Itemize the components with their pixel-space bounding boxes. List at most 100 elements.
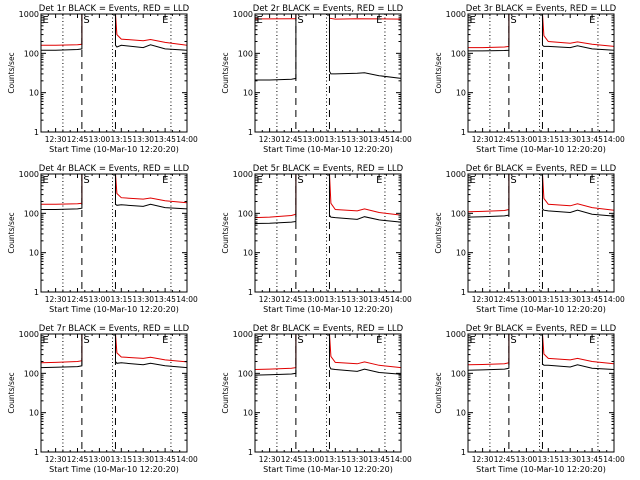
det-9-panel: Det 9r BLACK = Events, RED = LLD Counts/s… xyxy=(434,324,625,474)
det-5-marker-1: E xyxy=(256,175,262,186)
det-6-x-tick-label-13:30: 13:30 xyxy=(559,295,581,304)
det-4-x-axis-label: Start Time (10-Mar-10 12:20:20) xyxy=(49,305,179,314)
det-2-events-series xyxy=(255,14,401,81)
det-8-x-tick-label-13:30: 13:30 xyxy=(346,455,368,464)
det-9-x-tick-label-13:45: 13:45 xyxy=(581,455,603,464)
det-3-y-tick-label-1000: 1000 xyxy=(446,10,466,19)
det-3-marker-2: S xyxy=(510,15,516,26)
det-7-marker-3: E xyxy=(162,335,168,346)
det-2-x-tick-label-13:45: 13:45 xyxy=(368,135,390,144)
det-8-y-tick-label-1: 1 xyxy=(248,448,253,457)
det-6-y-tick-label-100: 100 xyxy=(451,209,466,218)
det-2-y-tick-label-1000: 1000 xyxy=(233,10,253,19)
det-6-x-tick-label-13:00: 13:00 xyxy=(516,295,538,304)
det-6-panel: Det 6r BLACK = Events, RED = LLD Counts/s… xyxy=(434,164,625,314)
det-5-y-tick-label-100: 100 xyxy=(238,209,253,218)
det-9-marker-2: S xyxy=(510,335,516,346)
det-3-events-series xyxy=(468,14,614,52)
det-1-x-tick-label-13:30: 13:30 xyxy=(132,135,154,144)
det-8-marker-3: E xyxy=(376,335,382,346)
det-9-y-tick-label-10: 10 xyxy=(456,409,466,418)
det-7-y-tick-label-100: 100 xyxy=(24,369,39,378)
det-9-x-tick-label-13:30: 13:30 xyxy=(559,455,581,464)
det-7-x-tick-label-13:45: 13:45 xyxy=(154,455,176,464)
det-1-x-tick-label-13:15: 13:15 xyxy=(110,135,132,144)
det-9-x-tick-label-12:30: 12:30 xyxy=(472,455,494,464)
det-9-y-tick-label-1: 1 xyxy=(461,448,466,457)
det-4-marker-2: S xyxy=(83,175,89,186)
det-5-x-tick-label-13:15: 13:15 xyxy=(324,295,346,304)
det-2-marker-2: S xyxy=(297,15,303,26)
det-9-marker-3: E xyxy=(589,335,595,346)
det-8-y-tick-label-1000: 1000 xyxy=(233,330,253,339)
det-6-marker-1: E xyxy=(469,175,475,186)
det-4-x-tick-label-12:30: 12:30 xyxy=(45,295,67,304)
det-4-title: Det 4r BLACK = Events, RED = LLD xyxy=(39,164,190,174)
det-8-events-series xyxy=(255,334,401,376)
det-9-y-axis-label: Counts/sec xyxy=(434,372,443,413)
det-7-x-axis-label: Start Time (10-Mar-10 12:20:20) xyxy=(49,465,179,474)
det-5-x-tick-label-13:00: 13:00 xyxy=(303,295,325,304)
det-5-x-tick-label-13:30: 13:30 xyxy=(346,295,368,304)
det-1-y-tick-label-100: 100 xyxy=(24,49,39,58)
det-9-x-tick-label-14:00: 14:00 xyxy=(603,455,625,464)
det-5-y-tick-label-10: 10 xyxy=(243,249,253,258)
det-9-x-tick-label-12:45: 12:45 xyxy=(494,455,516,464)
det-8-x-tick-label-12:45: 12:45 xyxy=(281,455,303,464)
det-5-events-series xyxy=(255,174,401,224)
det-1-events-series xyxy=(41,14,187,51)
det-2-panel: Det 2r BLACK = Events, RED = LLD Counts/s… xyxy=(221,4,412,154)
det-3-x-tick-label-14:00: 14:00 xyxy=(603,135,625,144)
det-7-x-tick-label-12:30: 12:30 xyxy=(45,455,67,464)
det-1-x-tick-label-14:00: 14:00 xyxy=(176,135,198,144)
det-6-x-tick-label-12:45: 12:45 xyxy=(494,295,516,304)
det-2-x-tick-label-13:15: 13:15 xyxy=(324,135,346,144)
det-9-title: Det 9r BLACK = Events, RED = LLD xyxy=(466,324,617,334)
det-4-y-axis-label: Counts/sec xyxy=(7,212,16,253)
det-2-title: Det 2r BLACK = Events, RED = LLD xyxy=(253,4,404,14)
det-3-x-axis-label: Start Time (10-Mar-10 12:20:20) xyxy=(476,145,606,154)
det-7-y-tick-label-1: 1 xyxy=(34,448,39,457)
det-3-marker-3: E xyxy=(589,15,595,26)
det-8-title: Det 8r BLACK = Events, RED = LLD xyxy=(253,324,404,334)
det-4-y-tick-label-100: 100 xyxy=(24,209,39,218)
det-5-panel: Det 5r BLACK = Events, RED = LLD Counts/s… xyxy=(221,164,412,314)
det-7-panel: Det 7r BLACK = Events, RED = LLD Counts/s… xyxy=(7,324,198,474)
det-2-marker-1: E xyxy=(256,15,262,26)
det-7-y-tick-label-1000: 1000 xyxy=(19,330,39,339)
det-8-marker-2: S xyxy=(297,335,303,346)
det-5-x-tick-label-14:00: 14:00 xyxy=(390,295,412,304)
det-3-title: Det 3r BLACK = Events, RED = LLD xyxy=(466,4,617,14)
det-8-y-tick-label-100: 100 xyxy=(238,369,253,378)
det-3-y-axis-label: Counts/sec xyxy=(434,52,443,93)
det-5-y-tick-label-1000: 1000 xyxy=(233,170,253,179)
det-7-marker-2: S xyxy=(83,335,89,346)
det-4-marker-1: E xyxy=(42,175,48,186)
det-6-y-tick-label-1: 1 xyxy=(461,288,466,297)
det-8-x-tick-label-13:45: 13:45 xyxy=(368,455,390,464)
det-9-x-tick-label-13:15: 13:15 xyxy=(537,455,559,464)
det-6-marker-2: S xyxy=(510,175,516,186)
det-7-events-series xyxy=(41,334,187,369)
det-6-marker-3: E xyxy=(589,175,595,186)
det-2-marker-3: E xyxy=(376,15,382,26)
det-4-events-series xyxy=(41,174,187,210)
det-8-x-axis-label: Start Time (10-Mar-10 12:20:20) xyxy=(263,465,393,474)
det-7-y-tick-label-10: 10 xyxy=(29,409,39,418)
det-8-marker-1: E xyxy=(256,335,262,346)
det-4-panel: Det 4r BLACK = Events, RED = LLD Counts/s… xyxy=(7,164,198,314)
det-8-x-tick-label-14:00: 14:00 xyxy=(390,455,412,464)
det-1-y-axis-label: Counts/sec xyxy=(7,52,16,93)
det-4-x-tick-label-12:45: 12:45 xyxy=(67,295,89,304)
det-8-x-tick-label-13:00: 13:00 xyxy=(303,455,325,464)
det-7-title: Det 7r BLACK = Events, RED = LLD xyxy=(39,324,190,334)
det-7-x-tick-label-13:00: 13:00 xyxy=(89,455,111,464)
det-4-x-tick-label-14:00: 14:00 xyxy=(176,295,198,304)
det-6-y-axis-label: Counts/sec xyxy=(434,212,443,253)
det-2-x-axis-label: Start Time (10-Mar-10 12:20:20) xyxy=(263,145,393,154)
det-8-x-tick-label-13:15: 13:15 xyxy=(324,455,346,464)
det-2-x-tick-label-12:45: 12:45 xyxy=(281,135,303,144)
det-9-x-axis-label: Start Time (10-Mar-10 12:20:20) xyxy=(476,465,606,474)
det-4-x-tick-label-13:15: 13:15 xyxy=(110,295,132,304)
